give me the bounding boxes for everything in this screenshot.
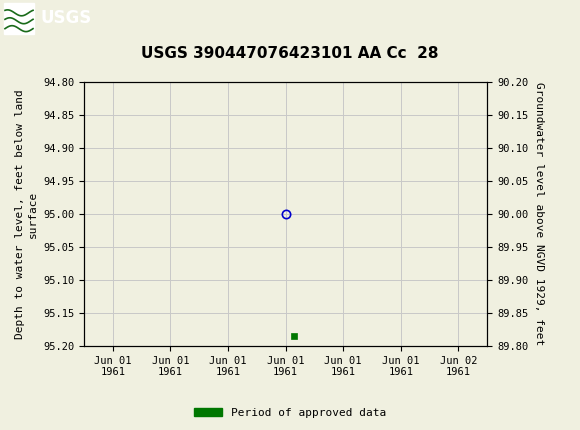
Y-axis label: Groundwater level above NGVD 1929, feet: Groundwater level above NGVD 1929, feet: [534, 82, 543, 346]
Bar: [4, 3, 34, 34]
Text: USGS 390447076423101 AA Cc  28: USGS 390447076423101 AA Cc 28: [142, 46, 438, 61]
Text: USGS: USGS: [40, 9, 91, 27]
Legend: Period of approved data: Period of approved data: [190, 403, 390, 422]
Y-axis label: Depth to water level, feet below land
surface: Depth to water level, feet below land su…: [15, 89, 38, 339]
